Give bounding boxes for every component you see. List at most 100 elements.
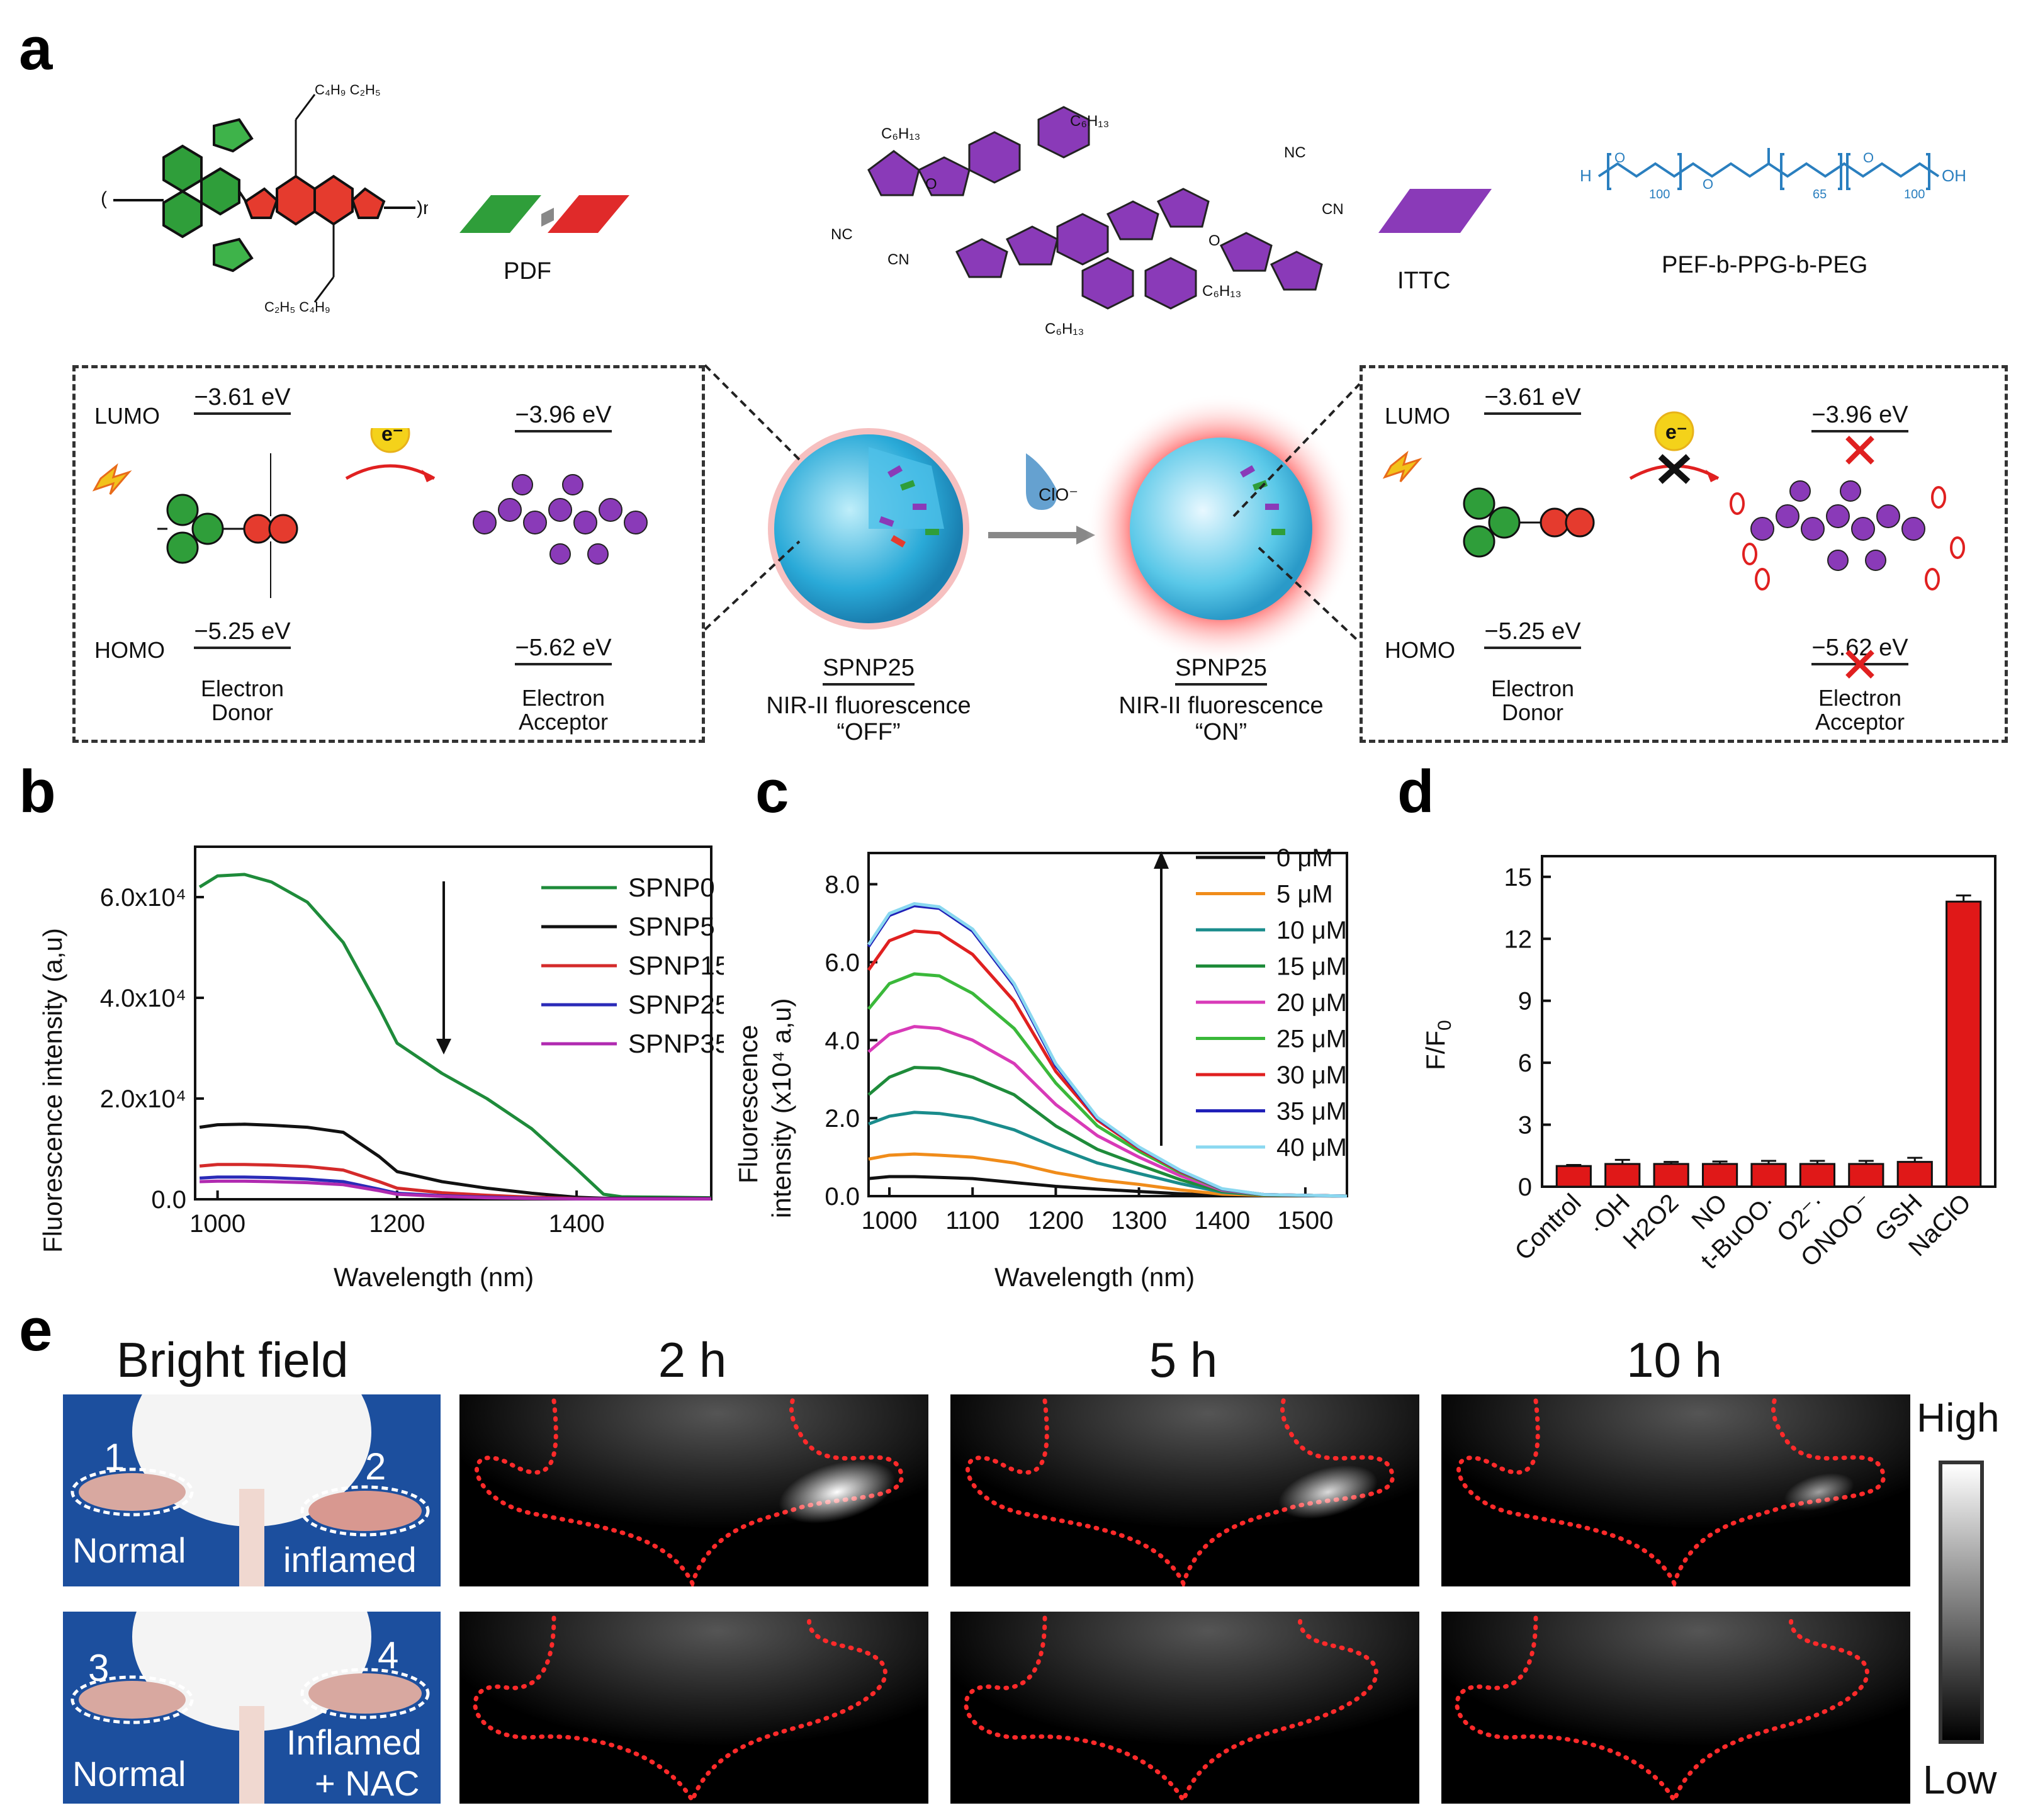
time-2h-title: 2 h (658, 1332, 727, 1388)
legend-label-5: 25 μM (1276, 1026, 1347, 1053)
y-tick-label: 2.0x10⁴ (100, 1085, 186, 1113)
x-tick-label: 1100 (945, 1207, 1000, 1235)
series-line-1 (199, 1122, 711, 1200)
paw-fluorescence (1784, 1473, 1854, 1511)
nir-image-5h-bottom (950, 1612, 1419, 1804)
red-x-homo-icon (1845, 650, 1874, 679)
ittc-label: ITTC (1397, 268, 1451, 294)
paw-outline (1455, 1612, 1869, 1804)
legend-label-2: 10 μM (1276, 917, 1347, 944)
chart-d-ylabel: F/F0 (1421, 1020, 1455, 1070)
y-tick-label: 4.0x10⁴ (100, 985, 186, 1012)
peg-o3: O (1863, 150, 1874, 166)
connector-lines (704, 364, 1361, 643)
svg-text:C₆H₁₃: C₆H₁₃ (1202, 283, 1241, 300)
svg-text:NC: NC (1284, 144, 1306, 161)
mouse-label-2: 2 (365, 1445, 386, 1488)
panel-label-a: a (19, 15, 53, 82)
nanoparticle-on (1086, 393, 1356, 664)
np-off-line2: “OFF” (836, 719, 901, 745)
light-flash-icon (92, 463, 132, 495)
legend-label-1: SPNP5 (628, 912, 715, 941)
paw-outline (964, 1612, 1378, 1804)
peg-n3: 100 (1904, 188, 1925, 201)
svg-text:e⁻: e⁻ (1665, 421, 1687, 443)
donor-name-right: Electron Donor (1490, 675, 1575, 725)
legend-label-1: 5 μM (1276, 881, 1333, 908)
electron-icon-right (1654, 411, 1694, 451)
plot-frame (1541, 855, 1996, 1188)
x-tick-label: 1400 (1194, 1207, 1250, 1235)
np-off-name: SPNP25 (762, 655, 976, 686)
x-tick-label-2: H2O2 (1618, 1189, 1684, 1255)
acceptor-lumo-left: −3.96 eV (504, 402, 623, 432)
lumo-label-left: LUMO (94, 403, 160, 429)
nir-background (459, 1612, 928, 1804)
series-line-0 (198, 873, 712, 1200)
pdf-tile (459, 195, 629, 233)
inflamed-nac-label-1: Inflamed (286, 1722, 422, 1762)
transfer-arrow-left (345, 464, 436, 480)
paw-outline (473, 1612, 887, 1804)
svg-text:O: O (925, 176, 937, 193)
donor-name-left: Electron Donor (200, 675, 284, 725)
y-tick-label: 8.0 (825, 871, 860, 899)
y-tick-label: 12 (1504, 925, 1533, 953)
bright-field-top: 1 2 Normal inflamed (63, 1394, 441, 1586)
bar-0 (1555, 1165, 1592, 1188)
x-tick-label: 1300 (1111, 1207, 1167, 1235)
donor-homo-right: −5.25 eV (1473, 618, 1592, 649)
nir-canvas (459, 1612, 928, 1804)
normal-label-top: Normal (72, 1530, 186, 1570)
svg-text:C₆H₁₃: C₆H₁₃ (1045, 320, 1084, 337)
svg-text:C₂H₅ C₄H₉: C₂H₅ C₄H₉ (264, 299, 330, 315)
paw-outline (475, 1395, 904, 1586)
y-tick-label: 9 (1518, 988, 1532, 1015)
y-tick-label: 0.0 (151, 1186, 186, 1214)
paw-outline (1456, 1395, 1886, 1586)
nir-background (1441, 1612, 1910, 1804)
svg-text:e⁻: e⁻ (381, 428, 403, 445)
legend-label-0: SPNP0 (628, 873, 715, 902)
svg-text:C₆H₁₃: C₆H₁₃ (881, 125, 920, 142)
x-tick-label: 1400 (549, 1210, 605, 1238)
electron-icon-left (370, 428, 410, 453)
x-tick-label: 1500 (1277, 1207, 1333, 1235)
peg-h: H (1580, 166, 1592, 185)
y-tick-label: 15 (1504, 864, 1533, 891)
peg-oh: OH (1942, 166, 1966, 185)
bright-field-title: Bright field (116, 1332, 349, 1388)
red-x-lumo-icon (1845, 436, 1874, 465)
panel-label-c: c (755, 758, 789, 825)
plot-frame (867, 852, 1348, 1197)
paw-fluorescence (1278, 1465, 1378, 1519)
x-tick-label: 1200 (1028, 1207, 1084, 1235)
chart-c-xlabel: Wavelength (nm) (994, 1262, 1195, 1292)
legend-label-0: 0 μM (1276, 844, 1333, 872)
acceptor-homo-left: −5.62 eV (504, 635, 623, 665)
legend-label-3: 15 μM (1276, 953, 1347, 981)
light-flash-icon (1382, 450, 1422, 482)
panel-label-e: e (19, 1296, 53, 1364)
reagent-arrow: ClO⁻ (988, 453, 1095, 545)
time-5h-title: 5 h (1149, 1332, 1218, 1388)
chart-b: 1000 1200 1400 0.0 2.0x10⁴ 4.0x10⁴ 6.0x10⁴ SPNP… (100, 845, 724, 1238)
bright-field-bottom: 3 4 Normal Inflamed + NAC (63, 1612, 441, 1804)
bar-8 (1946, 900, 1982, 1188)
panel-label-d: d (1397, 758, 1434, 825)
plot-frame (194, 845, 712, 1201)
paw-fluorescence (779, 1461, 896, 1523)
homo-label-left: HOMO (94, 637, 165, 663)
peg-label: PEF-b-PPG-b-PEG (1662, 252, 1868, 278)
nir-canvas (1441, 1394, 1910, 1586)
inflamed-nac-label-2: + NAC (315, 1763, 420, 1803)
panel-label-b: b (19, 758, 56, 825)
svg-text:)n: )n (417, 198, 428, 218)
peg-structure: H O 100 O 65 O 100 OH (1580, 148, 1966, 201)
nir-image-10h-bottom (1441, 1612, 1910, 1804)
y-tick-label: 3 (1518, 1112, 1532, 1139)
chart-b-xlabel: Wavelength (nm) (334, 1262, 534, 1292)
blocked-x-icon (1658, 454, 1691, 484)
bar-5 (1799, 1163, 1836, 1188)
mouse-label-3: 3 (88, 1647, 110, 1689)
